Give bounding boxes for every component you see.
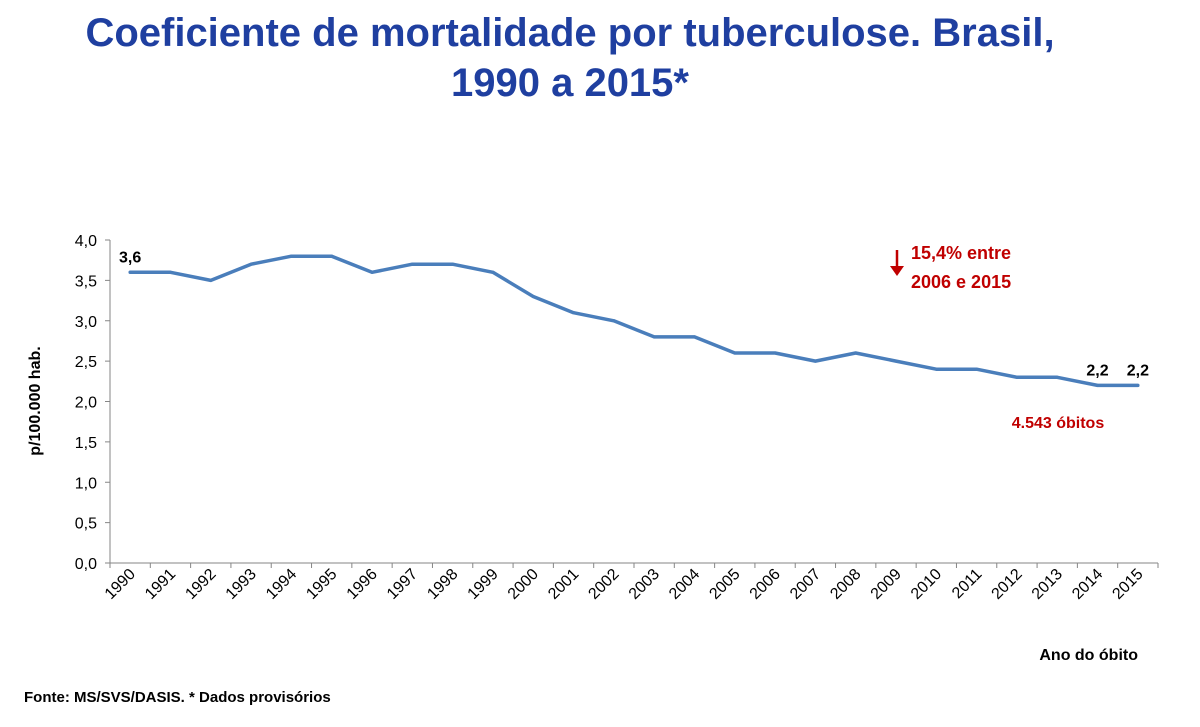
data-point [1055, 375, 1059, 379]
x-tick-label: 2009 [868, 566, 905, 603]
x-tick-label: 1993 [223, 566, 260, 603]
x-axis-title: Ano do óbito [1039, 647, 1138, 664]
data-point [773, 351, 777, 355]
data-point [330, 254, 334, 258]
source-note: Fonte: MS/SVS/DASIS. * Dados provisórios [24, 689, 331, 706]
data-point [410, 262, 414, 266]
data-point [168, 270, 172, 274]
chart-title-line2: 1990 a 2015* [450, 61, 689, 105]
x-tick-label: 2013 [1029, 566, 1066, 603]
data-point [934, 367, 938, 371]
data-point [1096, 383, 1100, 387]
x-tick-label: 2008 [827, 566, 864, 603]
data-point [531, 295, 535, 299]
x-tick-label: 2002 [585, 566, 622, 603]
x-tick-label: 2014 [1069, 566, 1106, 603]
x-tick-label: 1991 [142, 566, 179, 603]
x-tick-label: 2005 [706, 566, 743, 603]
x-tick-label: 1994 [263, 566, 300, 603]
data-point [451, 262, 455, 266]
data-point [249, 262, 253, 266]
data-point [975, 367, 979, 371]
data-point [813, 359, 817, 363]
data-point [692, 335, 696, 339]
data-point [1015, 375, 1019, 379]
x-tick-label: 2007 [787, 566, 824, 603]
deaths-annotation: 4.543 óbitos [1012, 415, 1105, 432]
y-tick-label: 4,0 [75, 233, 97, 250]
data-point [1136, 383, 1140, 387]
chart-title: Coeficiente de mortalidade por tuberculo… [0, 8, 1140, 108]
series-line [128, 254, 1140, 388]
data-point [894, 359, 898, 363]
x-tick-label: 2003 [626, 566, 663, 603]
data-point [572, 311, 576, 315]
x-tick-label: 1997 [384, 566, 421, 603]
data-point [733, 351, 737, 355]
y-axis-title: p/100.000 hab. [27, 346, 44, 455]
decrease-annotation-line2: 2006 e 2015 [911, 272, 1011, 292]
x-tick-label: 1990 [102, 566, 139, 603]
x-tick-label: 2011 [949, 566, 985, 602]
x-tick-label: 2006 [747, 566, 784, 603]
x-tick-label: 1999 [465, 566, 502, 603]
x-tick-label: 2001 [545, 566, 582, 603]
x-tick-label: 1995 [303, 566, 340, 603]
x-tick-label: 2010 [908, 566, 945, 603]
x-tick-label: 2004 [666, 566, 703, 603]
y-tick-label: 2,0 [75, 395, 97, 412]
data-point [289, 254, 293, 258]
data-label: 2,2 [1127, 362, 1149, 379]
data-label: 2,2 [1086, 362, 1108, 379]
y-tick-label: 3,0 [75, 314, 97, 331]
data-point [370, 270, 374, 274]
x-tick-label: 2000 [505, 566, 542, 603]
data-label: 3,6 [119, 249, 141, 266]
x-tick-label: 1998 [424, 566, 461, 603]
y-tick-label: 3,5 [75, 273, 97, 290]
data-point [491, 270, 495, 274]
data-point [128, 270, 132, 274]
decrease-annotation-line1: 15,4% entre [911, 243, 1011, 263]
down-arrow-head-icon [890, 266, 904, 276]
chart-title-line1: Coeficiente de mortalidade por tuberculo… [85, 11, 1055, 55]
y-tick-label: 2,5 [75, 354, 97, 371]
x-tick-label: 2015 [1109, 566, 1146, 603]
x-tick-label: 1996 [344, 566, 381, 603]
y-tick-label: 0,0 [75, 556, 97, 573]
y-tick-label: 1,5 [75, 435, 97, 452]
x-tick-label: 2012 [989, 566, 1026, 603]
data-point [612, 319, 616, 323]
data-point [854, 351, 858, 355]
y-tick-label: 0,5 [75, 516, 97, 533]
data-point [652, 335, 656, 339]
y-tick-label: 1,0 [75, 475, 97, 492]
x-tick-label: 1992 [182, 566, 219, 603]
data-point [209, 278, 213, 282]
